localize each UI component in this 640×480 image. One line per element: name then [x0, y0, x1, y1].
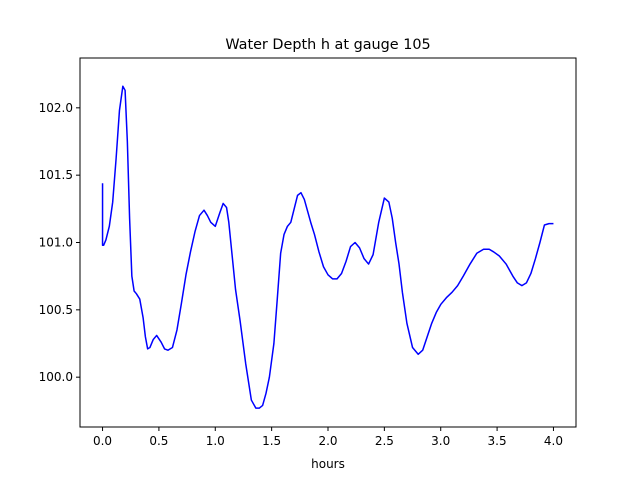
- y-tick-label: 101.0: [39, 236, 73, 250]
- y-tick-label: 101.5: [39, 168, 73, 182]
- x-tick-label: 2.5: [375, 434, 394, 448]
- x-axis-label: hours: [311, 457, 345, 471]
- y-tick-label: 102.0: [39, 101, 73, 115]
- x-tick-label: 1.0: [206, 434, 225, 448]
- x-tick-label: 3.5: [488, 434, 507, 448]
- y-tick-label: 100.5: [39, 303, 73, 317]
- x-axis: 0.0 0.5 1.0 1.5 2.0 2.5 3.0 3.5 4.0: [93, 427, 563, 448]
- x-tick-label: 2.0: [318, 434, 337, 448]
- x-tick-label: 0.5: [149, 434, 168, 448]
- series-line-0: [101, 85, 554, 409]
- x-tick-label: 0.0: [93, 434, 112, 448]
- x-tick-label: 4.0: [544, 434, 563, 448]
- x-tick-label: 3.0: [431, 434, 450, 448]
- y-tick-label: 100.0: [39, 370, 73, 384]
- x-tick-label: 1.5: [262, 434, 281, 448]
- plot-area: [101, 85, 554, 409]
- y-axis: 100.0 100.5 101.0 101.5 102.0: [39, 101, 80, 384]
- chart-title: Water Depth h at gauge 105: [225, 37, 430, 53]
